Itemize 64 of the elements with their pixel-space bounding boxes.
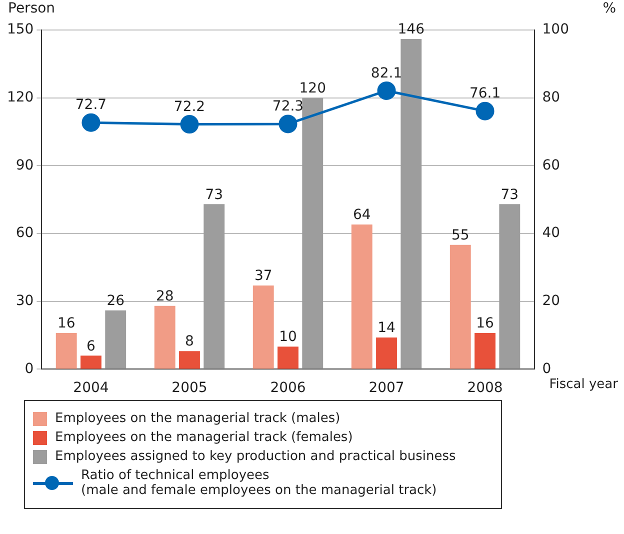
y2-tick-label: 40: [542, 225, 560, 242]
legend-label: Ratio of technical employees (male and female employees on the managerial track): [81, 468, 437, 498]
data-label: 8: [185, 334, 194, 350]
x-tick-label: 2006: [270, 380, 306, 396]
bar: [56, 333, 77, 369]
data-label: 120: [299, 80, 326, 96]
data-label: 72.7: [75, 97, 107, 114]
bar: [302, 98, 324, 369]
legend-label: Employees on the managerial track (males): [55, 411, 340, 426]
bar: [204, 204, 225, 369]
bar: [450, 244, 471, 369]
y2-tick-label: 0: [542, 360, 552, 377]
point: [377, 81, 396, 100]
point: [278, 114, 298, 134]
data-label: 82.1: [370, 65, 402, 82]
data-label: 72.3: [272, 98, 304, 115]
y-axis-title: Person: [8, 0, 56, 17]
point: [476, 102, 494, 120]
bar: [80, 356, 102, 369]
point: [180, 115, 199, 134]
data-label: 28: [156, 288, 174, 305]
bar: [179, 351, 200, 369]
bar: [351, 224, 372, 369]
data-label: 6: [86, 338, 96, 354]
data-label: 26: [106, 293, 125, 310]
data-label: 73: [500, 186, 519, 203]
y-tick-label: 120: [6, 89, 34, 106]
y2-tick-label: 80: [542, 89, 560, 106]
y2-tick-label: 20: [542, 293, 560, 309]
x-tick-label: 2004: [73, 380, 109, 396]
data-label: 16: [476, 316, 494, 332]
bar: [278, 346, 298, 369]
bar: [376, 338, 397, 369]
data-label: 64: [352, 207, 371, 224]
data-label: 37: [254, 268, 272, 284]
legend-label: Employees on the managerial track (females): [55, 430, 353, 445]
bar: [474, 333, 496, 369]
data-label: 55: [451, 227, 470, 244]
y-tick-label: 30: [16, 293, 34, 309]
data-label: 14: [378, 320, 396, 336]
point: [82, 113, 100, 132]
bar: [252, 286, 274, 369]
y-tick-label: 150: [6, 22, 34, 38]
data-label: 16: [57, 316, 76, 332]
y2-tick-label: 60: [542, 157, 560, 174]
data-label: 10: [279, 329, 297, 346]
y2-tick-label: 100: [542, 22, 570, 38]
bar: [105, 310, 126, 369]
bar: [154, 306, 176, 369]
y-tick-label: 0: [24, 360, 34, 377]
data-label: 76.1: [469, 86, 501, 102]
y2-axis-title: %: [602, 0, 616, 17]
bar: [400, 39, 422, 369]
data-label: 72.2: [174, 98, 206, 115]
x-tick-label: 2005: [172, 380, 208, 396]
x-tick-label: 2007: [368, 380, 404, 396]
x-axis-title: Fiscal year: [549, 377, 619, 392]
legend-label: Employees assigned to key production and practical business: [55, 449, 456, 464]
x-tick-label: 2008: [467, 380, 503, 396]
y-tick-label: 90: [16, 157, 34, 174]
data-label: 73: [205, 186, 224, 203]
data-label: 146: [398, 22, 425, 38]
y-tick-label: 60: [16, 225, 34, 242]
bar: [499, 204, 520, 369]
